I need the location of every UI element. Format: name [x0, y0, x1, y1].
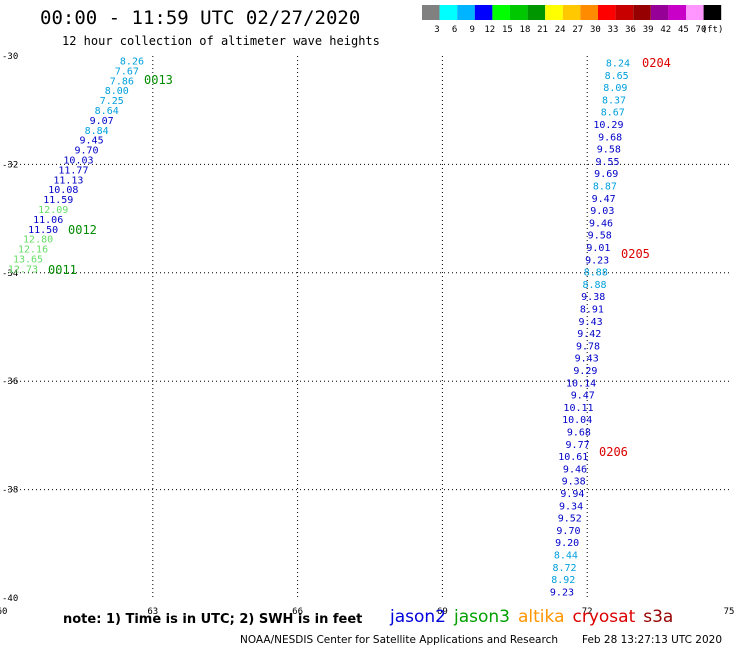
wave-height-value: 10.08 [48, 185, 78, 196]
wave-height-value: 9.38 [581, 292, 605, 303]
wave-height-value: 10.03 [63, 156, 93, 167]
time-label: 0011 [48, 263, 77, 277]
y-tick-label: -32 [2, 160, 18, 170]
y-tick-label: -40 [2, 594, 18, 604]
wave-height-value: 13.65 [13, 255, 43, 266]
wave-height-value: 8.84 [85, 126, 109, 137]
wave-height-value: 10.29 [593, 120, 623, 131]
satellite-legend-jason2: jason2 [390, 607, 446, 627]
wave-height-value: 12.73 [8, 264, 38, 275]
wave-height-value: 8.09 [603, 83, 627, 94]
wave-height-value: 8.72 [553, 563, 577, 574]
wave-height-value: 11.13 [53, 175, 83, 186]
wave-height-value: 8.92 [551, 575, 575, 586]
satellite-legend-jason3: jason3 [454, 607, 510, 627]
wave-height-value: 8.88 [582, 280, 606, 291]
wave-height-value: 9.23 [585, 255, 609, 266]
wave-height-value: 9.94 [560, 489, 584, 500]
wave-height-value: 11.59 [43, 195, 73, 206]
wave-height-value: 9.70 [556, 526, 580, 537]
wave-height-value: 9.43 [575, 354, 599, 365]
satellite-legend-cryosat: cryosat [572, 607, 636, 627]
wave-height-value: 9.68 [598, 132, 622, 143]
page-subtitle: 12 hour collection of altimeter wave hei… [62, 34, 380, 48]
wave-height-value: 9.58 [597, 145, 621, 156]
x-tick-label: 75 [724, 607, 735, 617]
x-tick-label: 66 [292, 607, 303, 617]
wave-height-value: 9.77 [566, 440, 590, 451]
wave-height-value: 10.61 [558, 452, 588, 463]
page-title: 00:00 - 11:59 UTC 02/27/2020 [40, 7, 361, 29]
wave-height-value: 9.70 [74, 146, 98, 157]
time-label: 0204 [642, 56, 671, 70]
wave-height-value: 8.37 [602, 95, 626, 106]
x-tick-label: 72 [582, 607, 593, 617]
y-tick-label: -38 [2, 486, 18, 496]
wave-height-value: 9.58 [588, 231, 612, 242]
wave-height-value: 9.46 [589, 218, 613, 229]
wave-height-value: 10.04 [562, 415, 592, 426]
time-label: 0013 [144, 73, 173, 87]
wave-height-value: 9.42 [577, 329, 601, 340]
wave-height-value: 9.43 [579, 317, 603, 328]
y-tick-label: -34 [2, 269, 18, 279]
wave-height-value: 9.20 [555, 538, 579, 549]
wave-height-value: 9.46 [563, 464, 587, 475]
wave-height-value: 9.47 [592, 194, 616, 205]
wave-height-value: 8.88 [584, 268, 608, 279]
wave-height-value: 7.86 [110, 76, 134, 87]
satellite-legend-s3a: s3a [643, 607, 674, 627]
wave-height-value: 10.14 [566, 378, 596, 389]
wave-height-value: 9.34 [559, 501, 583, 512]
wave-height-value: 8.67 [601, 108, 625, 119]
y-tick-label: -36 [2, 377, 18, 387]
wave-height-value: 9.68 [567, 428, 591, 439]
wave-height-value: 9.47 [571, 391, 595, 402]
wave-height-value: 11.50 [28, 225, 58, 236]
wave-height-value: 8.87 [593, 182, 617, 193]
x-tick-label: 69 [437, 607, 448, 617]
wave-height-value: 9.45 [80, 136, 104, 147]
time-label: 0205 [621, 247, 650, 261]
wave-height-value: 12.80 [23, 235, 53, 246]
wave-height-value: 9.23 [550, 587, 574, 598]
wave-height-value: 8.00 [105, 86, 129, 97]
wave-height-value: 9.01 [586, 243, 610, 254]
wave-height-value: 9.52 [558, 514, 582, 525]
wave-height-value: 9.69 [594, 169, 618, 180]
credit-text: NOAA/NESDIS Center for Satellite Applica… [240, 634, 558, 646]
x-tick-label: 60 [0, 607, 7, 617]
wave-height-value: 8.26 [120, 57, 144, 68]
wave-height-value: 9.38 [562, 477, 586, 488]
wave-height-value: 9.29 [573, 366, 597, 377]
wave-height-value: 9.78 [576, 341, 600, 352]
footer-note: note: 1) Time is in UTC; 2) SWH is in fe… [63, 612, 363, 627]
y-tick-label: -30 [2, 52, 18, 62]
wave-height-value: 12.09 [38, 205, 68, 216]
wave-height-value: 9.07 [90, 116, 114, 127]
wave-height-value: 9.55 [595, 157, 619, 168]
wave-height-value: 8.65 [605, 71, 629, 82]
wave-height-value: 7.25 [100, 96, 124, 107]
wave-height-value: 8.44 [554, 551, 578, 562]
satellite-legend-altika: altika [518, 607, 565, 627]
wave-height-value: 12.16 [18, 245, 48, 256]
wave-height-value: 8.64 [95, 106, 119, 117]
wave-height-value: 8.91 [580, 305, 604, 316]
generated-timestamp: Feb 28 13:27:13 UTC 2020 [582, 634, 722, 646]
wave-height-value: 9.03 [590, 206, 614, 217]
wave-height-value: 11.06 [33, 215, 63, 226]
satellite-legend: jason2 jason3 altika cryosat s3a [390, 607, 681, 627]
time-label: 0206 [599, 445, 628, 459]
wave-height-value: 7.67 [115, 66, 139, 77]
time-label: 0012 [68, 223, 97, 237]
wave-height-value: 8.24 [606, 59, 630, 70]
x-tick-label: 63 [147, 607, 158, 617]
wave-height-value: 10.11 [563, 403, 593, 414]
wave-height-value: 11.77 [58, 165, 88, 176]
